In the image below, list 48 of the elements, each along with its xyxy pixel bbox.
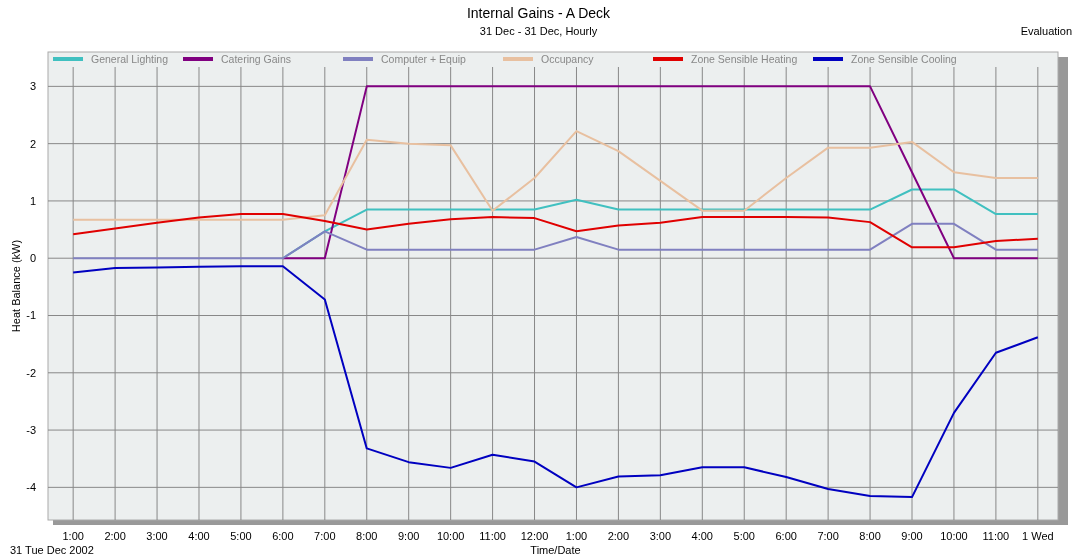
x-tick-label: 5:00: [230, 530, 252, 542]
x-tick-label: 7:00: [314, 530, 336, 542]
x-tick-label: 4:00: [691, 530, 714, 542]
y-tick-label: -4: [26, 481, 36, 494]
legend-label: Zone Sensible Cooling: [851, 53, 957, 65]
x-tick-label: 7:00: [817, 530, 839, 542]
chart-subtitle: 31 Dec - 31 Dec, Hourly: [479, 25, 598, 37]
y-tick-label: -3: [26, 423, 36, 436]
legend-label: Occupancy: [541, 53, 595, 65]
legend-label: General Lighting: [91, 53, 169, 65]
y-tick-label: 2: [29, 137, 36, 150]
line-series: [72, 222, 1039, 260]
x-tick-label: 10:00: [940, 530, 968, 542]
x-tick-label: 9:00: [901, 530, 923, 542]
x-tick-label: 10:00: [436, 530, 465, 542]
y-axis-title: Heat Balance (kW): [10, 239, 22, 333]
text: Evaluation: [1020, 25, 1072, 37]
x-tick-label: 6:00: [272, 530, 294, 542]
line-series: [72, 265, 1039, 499]
line-series: [72, 130, 1039, 221]
y-tick-label: 3: [29, 80, 36, 93]
x-tick-label: 2:00: [607, 530, 630, 542]
line-series: [72, 213, 1039, 249]
x-tick-label: 12:00: [520, 530, 549, 542]
legend-label: Zone Sensible Heating: [691, 53, 798, 65]
text: 31 Tue Dec 2002: [10, 544, 94, 556]
x-tick-label: 4:00: [188, 530, 210, 542]
legend-label: Computer + Equip: [381, 53, 467, 65]
y-tick-label: 0: [29, 252, 36, 265]
x-tick-label: 5:00: [733, 530, 755, 542]
x-tick-label: 3:00: [146, 530, 168, 542]
x-tick-label: 11:00: [479, 530, 506, 542]
x-tick-label: 9:00: [397, 530, 420, 542]
y-tick-label: -2: [26, 366, 36, 379]
y-tick-label: -1: [26, 309, 36, 322]
x-tick-label: 1 Wed: [1022, 530, 1054, 542]
x-tick-label: 8:00: [859, 530, 881, 542]
x-tick-label: 3:00: [649, 530, 672, 542]
x-tick-label: 1:00: [565, 530, 588, 542]
x-axis-title: Time/Date: [530, 544, 581, 556]
y-tick-label: 1: [29, 194, 36, 207]
x-tick-label: 8:00: [356, 530, 378, 542]
x-tick-label: 2:00: [104, 530, 126, 542]
chart-title: Internal Gains - A Deck: [466, 5, 612, 21]
x-tick-label: 6:00: [775, 530, 797, 542]
x-tick-label: 11:00: [982, 530, 1010, 542]
legend-label: Catering Gains: [221, 53, 292, 65]
x-tick-label: 1:00: [62, 530, 84, 542]
